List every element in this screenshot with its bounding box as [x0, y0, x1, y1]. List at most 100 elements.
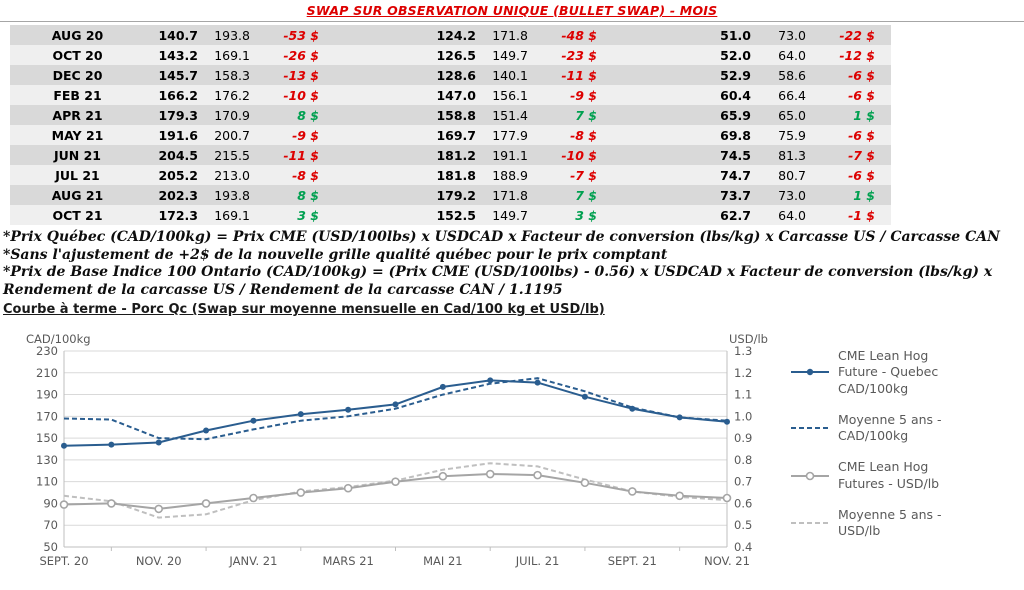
ref-value-cell: 191.1	[492, 147, 528, 163]
value-cell: 65.9	[720, 107, 751, 123]
table-row: OCT 20 143.2 169.1 -26 $ 126.5 149.7 -23 $ 52.0…	[10, 45, 891, 65]
swap-table-body: AUG 20 140.7 193.8 -53 $ 124.2 171.8 -48 $ 51.0…	[10, 25, 891, 225]
legend-sample-line	[791, 369, 829, 376]
month-cell: FEB 21	[53, 87, 102, 103]
ref-value-cell: 149.7	[492, 207, 528, 223]
footnote-line: *Sans l'ajustement de +2$ de la nouvelle…	[3, 246, 668, 263]
right-axis-title: USD/lb	[729, 332, 768, 346]
x-tick-label: NOV. 21	[704, 554, 750, 568]
value-cell: 202.3	[158, 187, 198, 203]
data-point-marker	[485, 469, 495, 479]
y-tick-label-right: 0.6	[734, 496, 752, 510]
value-cell: 181.8	[436, 167, 476, 183]
y-tick-label-right: 0.4	[734, 540, 752, 554]
ref-value-cell: 73.0	[778, 187, 806, 203]
diff-cell: 1 $	[853, 107, 875, 123]
data-point-marker	[61, 442, 67, 449]
value-cell: 69.8	[720, 127, 751, 143]
ref-value-cell: 151.4	[492, 107, 528, 123]
month-cell: AUG 20	[51, 27, 104, 43]
spacer-cell	[613, 185, 701, 205]
chart-legend: CME Lean Hog Future - Quebec CAD/100kg Mo…	[790, 348, 1014, 554]
diff-cell: -22 $	[839, 27, 875, 43]
ref-value-cell: 188.9	[492, 167, 528, 183]
diff-cell: -6 $	[848, 167, 875, 183]
diff-cell: -26 $	[283, 47, 319, 63]
value-cell: 126.5	[436, 47, 476, 63]
ref-value-cell: 66.4	[778, 87, 806, 103]
ref-value-cell: 169.1	[214, 207, 250, 223]
spacer-cell	[613, 125, 701, 145]
legend-label: CME Lean Hog Futures - USD/lb	[838, 459, 940, 491]
month-cell: APR 21	[52, 107, 103, 123]
y-tick-label-right: 1.3	[734, 344, 752, 358]
data-point-marker	[675, 491, 684, 501]
spacer-cell	[613, 85, 701, 105]
diff-cell: 8 $	[297, 107, 319, 123]
value-cell: 128.6	[436, 67, 476, 83]
ref-value-cell: 215.5	[214, 147, 250, 163]
diff-cell: 8 $	[297, 187, 319, 203]
data-point-marker	[724, 418, 730, 425]
ref-value-cell: 64.0	[778, 47, 806, 63]
x-tick-label: NOV. 20	[136, 554, 182, 568]
value-cell: 169.7	[436, 127, 476, 143]
y-tick-label-right: 0.9	[734, 431, 752, 445]
table-row: FEB 21 166.2 176.2 -10 $ 147.0 156.1 -9 $ 60.4 6…	[10, 85, 891, 105]
month-cell: OCT 21	[52, 207, 103, 223]
ref-value-cell: 65.0	[778, 107, 806, 123]
data-point-marker	[296, 488, 306, 497]
diff-cell: -53 $	[283, 27, 319, 43]
value-cell: 204.5	[158, 147, 198, 163]
y-tick-label-right: 0.8	[734, 453, 752, 467]
value-cell: 74.7	[720, 167, 751, 183]
legend-sample-line	[791, 471, 829, 480]
spacer-cell	[613, 145, 701, 165]
data-point-marker	[249, 493, 258, 503]
legend-label: Moyenne 5 ans - USD/lb	[838, 506, 942, 538]
page-title: SWAP SUR OBSERVATION UNIQUE (BULLET SWAP…	[306, 3, 718, 18]
ref-value-cell: 64.0	[778, 207, 806, 223]
y-tick-label-right: 0.7	[734, 475, 752, 489]
spacer-cell	[335, 205, 423, 225]
footnote-line: *Prix Québec (CAD/100kg) = Prix CME (USD…	[3, 229, 1000, 245]
data-point-marker	[203, 427, 210, 434]
series-line	[63, 379, 728, 447]
ref-value-cell: 171.8	[492, 187, 528, 203]
spacer-cell	[613, 165, 701, 185]
legend-item: Moyenne 5 ans - USD/lb	[790, 507, 1014, 540]
value-cell: 158.8	[436, 107, 476, 123]
diff-cell: -10 $	[283, 87, 319, 103]
ref-value-cell: 81.3	[778, 147, 806, 163]
y-tick-label-left: 130	[36, 453, 58, 467]
chart-title: Courbe à terme - Porc Qc (Swap sur moyen…	[3, 302, 605, 317]
legend-item: CME Lean Hog Futures - USD/lb	[790, 459, 1014, 492]
value-cell: 73.7	[720, 187, 751, 203]
diff-cell: -6 $	[848, 87, 875, 103]
data-point-marker	[438, 471, 448, 481]
diff-cell: 1 $	[853, 187, 875, 203]
data-point-marker	[580, 478, 590, 488]
y-tick-label-left: 70	[43, 518, 58, 532]
ref-value-cell: 213.0	[214, 167, 250, 183]
data-point-marker	[392, 401, 399, 408]
value-cell: 172.3	[158, 207, 198, 223]
data-point-marker	[59, 500, 69, 509]
x-tick-label: SEPT. 21	[608, 554, 657, 568]
ref-value-cell: 169.1	[214, 47, 250, 63]
ref-value-cell: 176.2	[214, 87, 250, 103]
diff-cell: -9 $	[292, 127, 319, 143]
spacer-cell	[613, 105, 701, 125]
diff-cell: -8 $	[570, 127, 597, 143]
data-point-marker	[154, 504, 164, 514]
ref-value-cell: 140.1	[492, 67, 528, 83]
spacer-cell	[613, 25, 701, 45]
spacer-cell	[335, 165, 423, 185]
value-cell: 62.7	[720, 207, 751, 223]
table-row: DEC 20 145.7 158.3 -13 $ 128.6 140.1 -11 $ 52.9…	[10, 65, 891, 85]
value-cell: 52.0	[720, 47, 751, 63]
y-tick-label-left: 230	[36, 344, 58, 358]
legend-item: CME Lean Hog Future - Quebec CAD/100kg	[790, 348, 1014, 397]
title-rule	[0, 21, 1024, 22]
value-cell: 181.2	[436, 147, 476, 163]
